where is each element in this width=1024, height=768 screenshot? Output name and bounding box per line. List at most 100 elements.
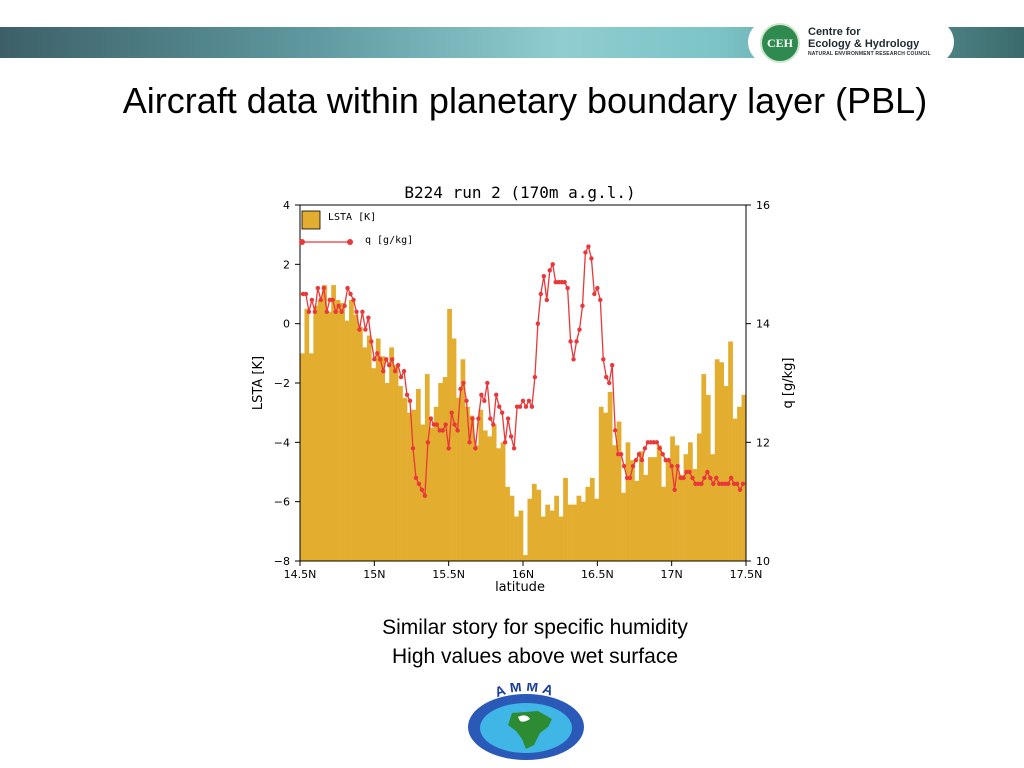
lsta-bar	[621, 492, 626, 561]
caption-line-1: Similar story for specific humidity	[382, 616, 688, 639]
lsta-bar	[322, 285, 328, 561]
lsta-bar	[723, 385, 729, 561]
q-point	[342, 303, 347, 309]
lsta-bar	[398, 385, 403, 561]
q-point	[577, 327, 582, 332]
q-point	[324, 309, 329, 314]
q-point	[520, 398, 526, 403]
q-point	[714, 475, 719, 481]
q-point	[562, 279, 567, 285]
x-axis-label: latitude	[495, 580, 545, 595]
lsta-bar	[389, 347, 394, 561]
y-tick-label: −4	[274, 436, 290, 449]
q-point	[452, 422, 457, 427]
q-point	[389, 357, 395, 362]
q-point	[529, 404, 535, 409]
lsta-bar	[523, 555, 528, 561]
lsta-bar	[371, 368, 377, 561]
q-point	[378, 357, 383, 362]
lsta-bar	[679, 474, 684, 561]
lsta-bar	[656, 445, 662, 561]
q-point	[458, 386, 463, 392]
lsta-bar	[598, 406, 604, 561]
q-point	[407, 398, 413, 403]
lsta-bar	[331, 285, 336, 561]
lsta-bar	[487, 436, 493, 561]
lsta-bar	[701, 374, 707, 561]
q-point	[636, 452, 642, 457]
q-point	[565, 285, 570, 291]
lsta-bar	[536, 489, 542, 561]
q-point	[568, 339, 573, 344]
q-point	[467, 440, 472, 445]
lsta-bar	[563, 477, 568, 561]
q-point	[351, 297, 356, 303]
y-axis-label: LSTA [K]	[251, 356, 266, 410]
y2-tick-label: 16	[756, 199, 770, 212]
q-point	[639, 457, 645, 463]
lsta-bar	[696, 433, 702, 561]
q-point	[339, 309, 344, 314]
q-point	[627, 475, 633, 481]
q-point	[455, 428, 460, 433]
lsta-bar	[402, 397, 408, 561]
lsta-bar	[465, 406, 470, 561]
q-point	[511, 446, 517, 451]
q-point	[488, 416, 493, 421]
q-point	[508, 434, 514, 439]
lsta-bar	[638, 451, 644, 561]
bar-series	[300, 285, 747, 561]
lsta-bar	[482, 430, 488, 561]
q-point	[387, 363, 392, 368]
lsta-bar	[473, 445, 479, 561]
lsta-bar	[349, 299, 354, 561]
lsta-bar	[692, 469, 698, 561]
x-tick-label: 17.5N	[730, 568, 763, 581]
q-point	[532, 374, 538, 380]
africa-map-icon	[508, 711, 552, 749]
q-point	[675, 463, 680, 469]
legend: LSTA [K] q [g/kg]	[299, 210, 413, 246]
y2-axis-label: q [g/kg]	[781, 358, 796, 409]
y-tick-label: −6	[274, 496, 290, 509]
lsta-bar	[429, 427, 435, 561]
q-point	[497, 404, 502, 409]
q-point	[607, 380, 612, 386]
lsta-bar	[576, 495, 582, 561]
lsta-bar	[683, 454, 689, 561]
lsta-bar	[375, 338, 381, 561]
q-point	[306, 309, 312, 314]
lsta-bar	[737, 406, 742, 561]
q-point	[372, 357, 377, 362]
lsta-bar	[643, 474, 649, 561]
q-point	[366, 315, 371, 320]
q-point	[428, 416, 434, 421]
q-point	[654, 440, 659, 445]
q-point	[395, 363, 401, 368]
y-tick-label: −2	[274, 377, 290, 390]
lsta-bar	[710, 454, 716, 561]
lsta-bar	[456, 397, 461, 561]
q-point	[416, 481, 422, 487]
q-point	[598, 297, 603, 303]
q-point	[583, 250, 588, 255]
lsta-bar	[451, 338, 457, 561]
x-tick-label: 15N	[363, 568, 385, 581]
q-point	[612, 428, 618, 433]
lsta-bar	[300, 353, 305, 561]
q-point	[410, 446, 416, 451]
q-point	[610, 363, 615, 368]
slide-title: Aircraft data within planetary boundary …	[122, 80, 928, 121]
legend-label-q: q [g/kg]	[365, 235, 413, 246]
q-point	[574, 339, 579, 344]
q-point	[425, 440, 431, 445]
ceh-logo-line1: Centre for	[808, 26, 861, 38]
q-point	[601, 357, 606, 362]
lsta-bar	[411, 409, 417, 561]
q-point	[586, 244, 591, 249]
q-point	[502, 440, 508, 445]
q-point	[657, 446, 662, 451]
lsta-bar	[438, 383, 444, 561]
lsta-bar	[509, 495, 515, 561]
lsta-bar	[335, 299, 341, 561]
